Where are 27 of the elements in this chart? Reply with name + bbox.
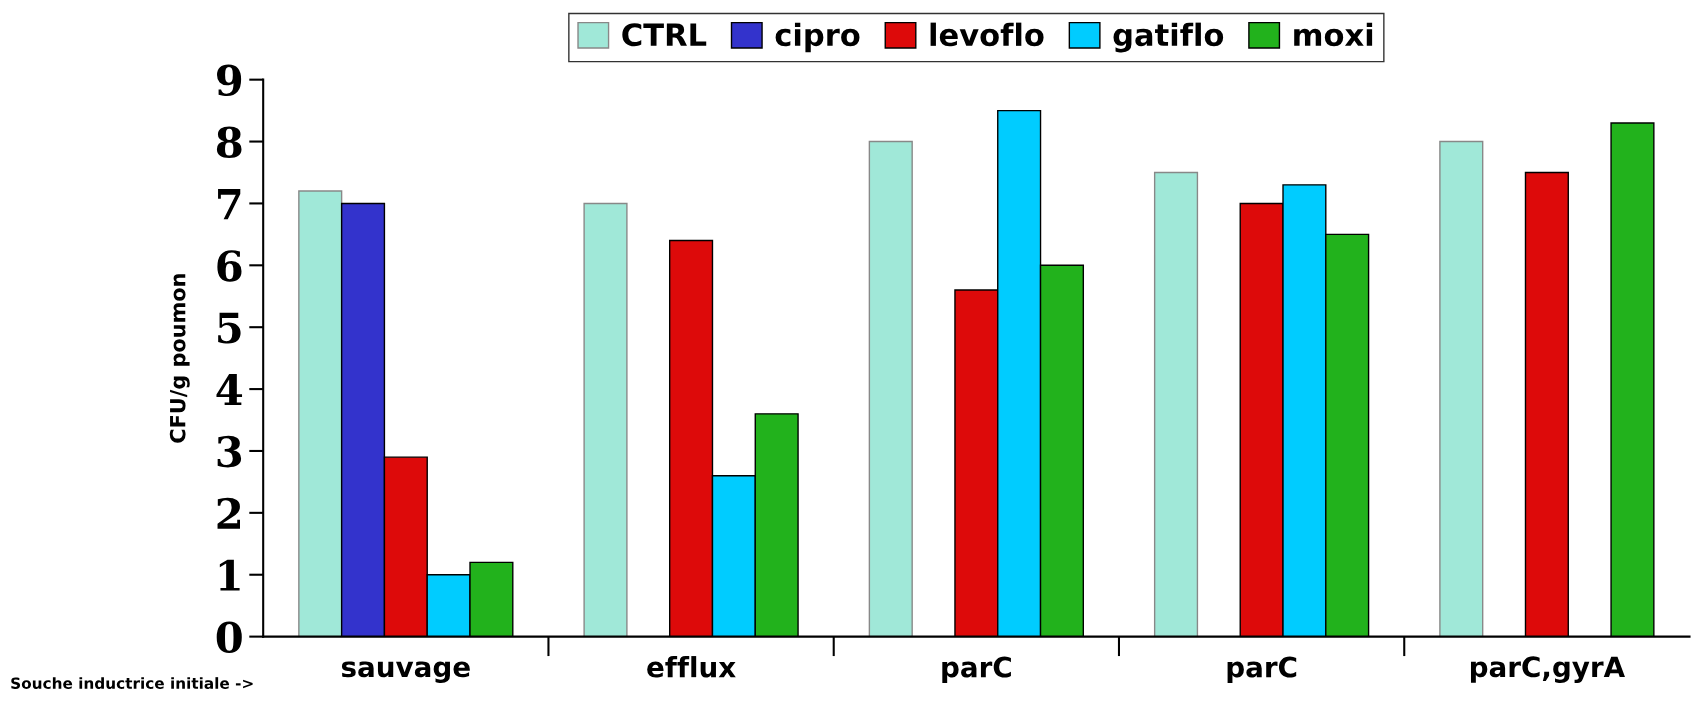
y-tick-label: 1	[219, 559, 240, 591]
x-tick-label: sauvage	[341, 661, 470, 683]
bar	[298, 190, 343, 637]
y-tick-label: 8	[216, 126, 242, 158]
bar	[1439, 140, 1484, 637]
y-tick-label: 4	[216, 373, 243, 405]
y-axis-title: CFU/g poumon	[169, 274, 190, 443]
y-tick-label: 6	[217, 250, 242, 282]
legend-label: gatiflo	[1113, 22, 1224, 53]
legend-label: cipro	[775, 22, 860, 53]
legend-label: CTRL	[622, 23, 707, 47]
legend-label: levoflo	[930, 22, 1044, 47]
legend-label: moxi	[1294, 22, 1373, 47]
bar	[583, 202, 628, 637]
x-tick-label: parC	[942, 656, 1011, 683]
text: Souche inductrice initiale ->	[11, 677, 253, 689]
x-tick-label: efflux	[647, 656, 736, 678]
y-tick-label: 0	[216, 621, 242, 654]
y-tick-label: 9	[217, 64, 242, 97]
x-tick-label: parC,gyrA	[1470, 656, 1625, 683]
bar	[868, 140, 913, 637]
y-tick-label: 7	[218, 188, 241, 220]
y-tick-label: 2	[217, 497, 240, 529]
y-tick-label: 3	[217, 435, 242, 468]
bar	[1153, 171, 1199, 637]
x-tick-label: parC	[1227, 656, 1297, 683]
y-tick-label: 5	[218, 312, 241, 344]
